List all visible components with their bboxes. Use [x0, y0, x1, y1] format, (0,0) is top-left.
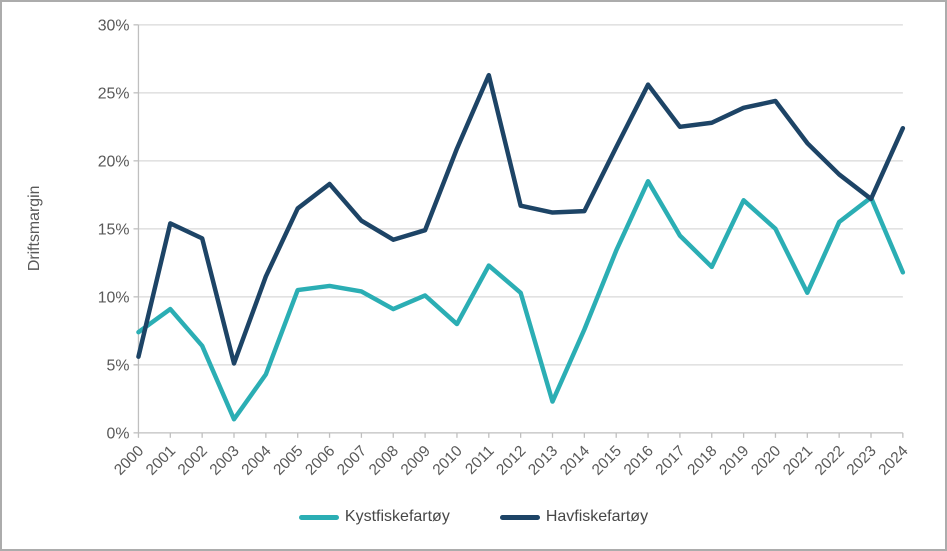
x-tick-label: 2005: [270, 443, 306, 479]
series-line-kystfiskefartøy: [136, 179, 906, 422]
x-tick-label: 2007: [334, 443, 370, 479]
legend-item-havfiskefartoy: Havfiskefartøy: [499, 508, 649, 525]
x-tick-label: 2010: [430, 443, 466, 479]
y-tick-label: 10%: [98, 289, 130, 306]
plot-area: 0%5%10%15%20%25%30%200020012002200320042…: [98, 17, 912, 478]
x-tick-label: 2004: [238, 442, 275, 479]
x-tick-label: 2003: [207, 443, 243, 479]
legend-item-kystfiskefartoy: Kystfiskefartøy: [298, 508, 450, 525]
x-tick-label: 2023: [844, 443, 880, 479]
x-tick-label: 2015: [589, 443, 625, 479]
x-tick-label: 2016: [621, 443, 657, 479]
x-tick-label: 2019: [716, 443, 752, 479]
series-line-havfiskefartøy: [136, 72, 906, 366]
chart-legend: Kystfiskefartøy Havfiskefartøy: [2, 509, 945, 525]
x-tick-label: 2006: [302, 443, 338, 479]
x-tick-label: 2002: [175, 443, 211, 479]
x-tick-label: 2001: [143, 443, 179, 479]
y-tick-label: 5%: [107, 357, 130, 374]
y-tick-label: 15%: [98, 221, 130, 238]
x-tick-label: 2000: [111, 443, 147, 479]
y-axis-title: Driftsmargin: [26, 186, 43, 272]
x-tick-label: 2011: [462, 443, 497, 478]
x-tick-label: 2018: [684, 443, 720, 479]
x-tick-label: 2012: [493, 443, 529, 479]
x-tick-label: 2008: [366, 443, 402, 479]
kystfiskefartoy-line-swatch: [298, 514, 339, 520]
legend-label: Kystfiskefartøy: [344, 508, 450, 525]
y-tick-label: 0%: [107, 425, 130, 442]
x-tick-label: 2014: [557, 442, 594, 479]
x-tick-label: 2024: [875, 442, 912, 479]
x-tick-label: 2013: [525, 443, 561, 479]
x-tick-label: 2017: [652, 443, 688, 479]
y-tick-label: 20%: [98, 153, 130, 170]
havfiskefartoy-line-swatch: [499, 514, 540, 520]
x-tick-label: 2021: [780, 443, 816, 479]
x-tick-label: 2009: [398, 443, 434, 479]
y-tick-label: 30%: [98, 17, 130, 34]
y-tick-label: 25%: [98, 85, 130, 102]
x-tick-label: 2022: [812, 443, 848, 479]
x-tick-label: 2020: [748, 443, 784, 479]
legend-label: Havfiskefartøy: [545, 508, 649, 525]
